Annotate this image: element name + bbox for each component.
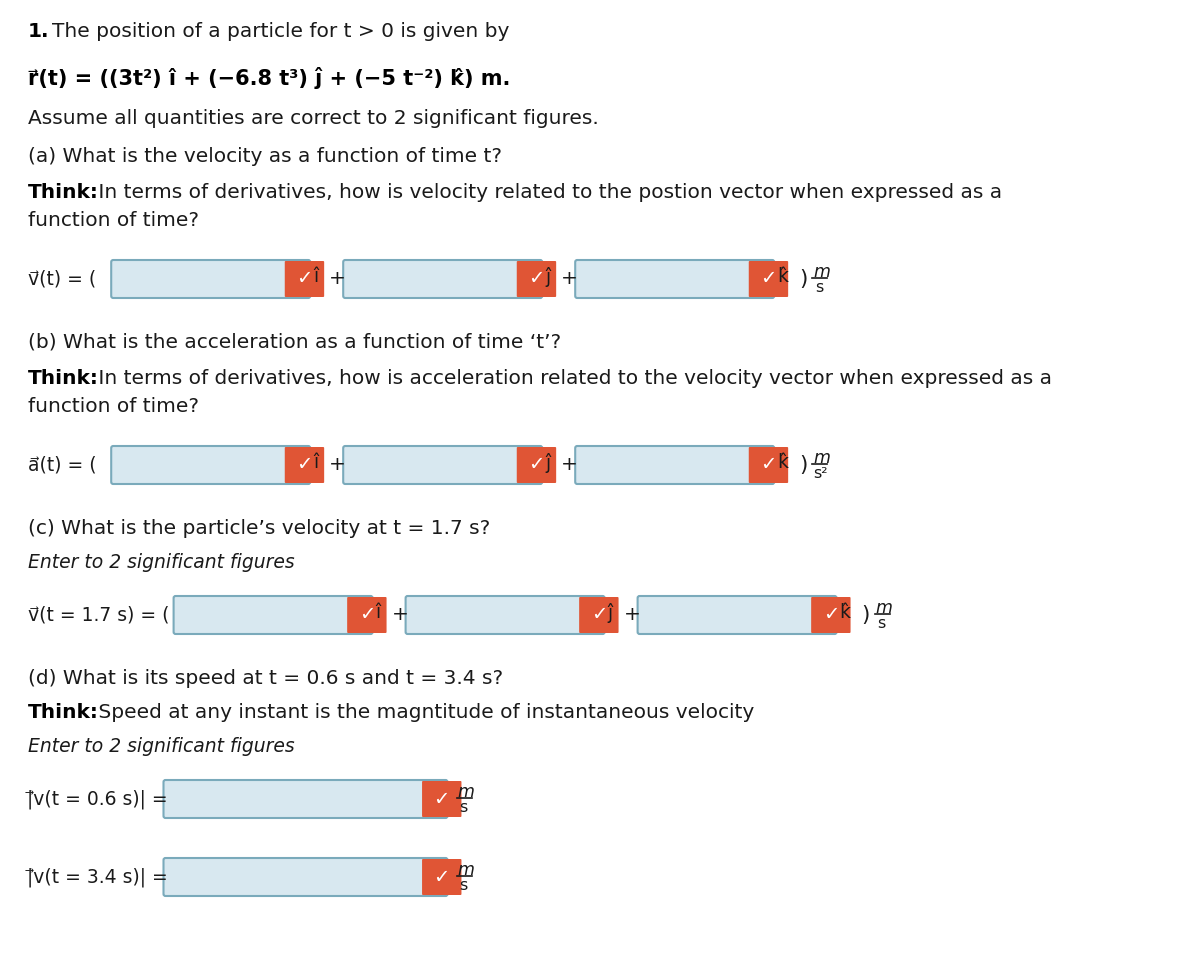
Text: ✓: ✓ xyxy=(433,867,450,886)
Text: +: + xyxy=(562,269,578,289)
Text: In terms of derivatives, how is acceleration related to the velocity vector when: In terms of derivatives, how is accelera… xyxy=(92,369,1052,388)
Text: î: î xyxy=(313,267,318,287)
FancyBboxPatch shape xyxy=(637,596,836,634)
Text: î: î xyxy=(376,604,380,622)
Text: function of time?: function of time? xyxy=(28,211,199,230)
Text: ĵ: ĵ xyxy=(545,453,551,473)
Text: +: + xyxy=(624,606,641,624)
Text: ✓: ✓ xyxy=(590,606,607,624)
FancyBboxPatch shape xyxy=(343,260,542,298)
Text: (a) What is the velocity as a function of time t?: (a) What is the velocity as a function o… xyxy=(28,147,502,166)
FancyBboxPatch shape xyxy=(517,261,556,297)
Text: ): ) xyxy=(799,455,808,475)
Text: ✓: ✓ xyxy=(433,789,450,809)
Text: ): ) xyxy=(799,269,808,289)
Text: +: + xyxy=(562,456,578,474)
Text: ✓: ✓ xyxy=(296,269,313,289)
Text: In terms of derivatives, how is velocity related to the postion vector when expr: In terms of derivatives, how is velocity… xyxy=(92,183,1002,202)
FancyBboxPatch shape xyxy=(406,596,605,634)
FancyBboxPatch shape xyxy=(517,447,556,483)
Text: a⃗(t) = (: a⃗(t) = ( xyxy=(28,456,97,474)
Text: Think:: Think: xyxy=(28,703,98,722)
Text: (c) What is the particle’s velocity at t = 1.7 s?: (c) What is the particle’s velocity at t… xyxy=(28,519,491,538)
Text: m: m xyxy=(457,861,474,879)
Text: +: + xyxy=(329,269,346,289)
Text: |⃗v(t = 3.4 s)| =: |⃗v(t = 3.4 s)| = xyxy=(28,867,169,886)
Text: ): ) xyxy=(862,605,870,625)
Text: î: î xyxy=(313,454,318,472)
Text: ✓: ✓ xyxy=(761,269,776,289)
Text: s²: s² xyxy=(814,466,828,480)
Text: function of time?: function of time? xyxy=(28,397,199,416)
Text: k̂: k̂ xyxy=(778,267,788,287)
Text: ĵ: ĵ xyxy=(545,267,551,287)
Text: Think:: Think: xyxy=(28,183,98,202)
Text: The position of a particle for t > 0 is given by: The position of a particle for t > 0 is … xyxy=(52,22,509,41)
Text: m: m xyxy=(814,263,830,281)
Text: r⃗(t) = ((3t²) î + (−6.8 t³) ĵ + (−5 t⁻²) k̂) m.: r⃗(t) = ((3t²) î + (−6.8 t³) ĵ + (−5 t⁻²… xyxy=(28,67,510,89)
Text: m: m xyxy=(814,449,830,467)
Text: (b) What is the acceleration as a function of time ‘t’?: (b) What is the acceleration as a functi… xyxy=(28,333,562,352)
FancyBboxPatch shape xyxy=(112,260,310,298)
Text: 1.: 1. xyxy=(28,22,49,41)
Text: s: s xyxy=(815,280,823,295)
Text: ✓: ✓ xyxy=(359,606,376,624)
Text: ✓: ✓ xyxy=(528,456,545,474)
Text: k̂: k̂ xyxy=(840,604,851,622)
Text: s: s xyxy=(460,878,468,892)
FancyBboxPatch shape xyxy=(112,446,310,484)
Text: ✓: ✓ xyxy=(823,606,839,624)
FancyBboxPatch shape xyxy=(575,446,774,484)
Text: v⃗(t) = (: v⃗(t) = ( xyxy=(28,269,96,289)
FancyBboxPatch shape xyxy=(422,859,462,895)
Text: Speed at any instant is the magntitude of instantaneous velocity: Speed at any instant is the magntitude o… xyxy=(92,703,755,722)
Text: s: s xyxy=(877,615,886,631)
Text: m: m xyxy=(457,783,474,801)
Text: |⃗v(t = 0.6 s)| =: |⃗v(t = 0.6 s)| = xyxy=(28,789,169,809)
Text: Enter to 2 significant figures: Enter to 2 significant figures xyxy=(28,737,295,756)
FancyBboxPatch shape xyxy=(284,261,324,297)
Text: Assume all quantities are correct to 2 significant figures.: Assume all quantities are correct to 2 s… xyxy=(28,109,599,128)
Text: s: s xyxy=(460,800,468,815)
FancyBboxPatch shape xyxy=(163,780,448,818)
FancyBboxPatch shape xyxy=(284,447,324,483)
Text: Enter to 2 significant figures: Enter to 2 significant figures xyxy=(28,553,295,572)
Text: +: + xyxy=(391,606,408,624)
Text: ĵ: ĵ xyxy=(607,603,613,623)
FancyBboxPatch shape xyxy=(749,261,788,297)
FancyBboxPatch shape xyxy=(343,446,542,484)
Text: (d) What is its speed at t = 0.6 s and t = 3.4 s?: (d) What is its speed at t = 0.6 s and t… xyxy=(28,669,503,688)
FancyBboxPatch shape xyxy=(575,260,774,298)
Text: m: m xyxy=(876,599,893,617)
Text: k̂: k̂ xyxy=(778,454,788,472)
Text: +: + xyxy=(329,456,346,474)
FancyBboxPatch shape xyxy=(811,597,851,633)
FancyBboxPatch shape xyxy=(749,447,788,483)
Text: ✓: ✓ xyxy=(761,456,776,474)
Text: v⃗(t = 1.7 s) = (: v⃗(t = 1.7 s) = ( xyxy=(28,606,169,624)
FancyBboxPatch shape xyxy=(580,597,618,633)
FancyBboxPatch shape xyxy=(174,596,373,634)
FancyBboxPatch shape xyxy=(422,781,462,817)
FancyBboxPatch shape xyxy=(347,597,386,633)
Text: ✓: ✓ xyxy=(296,456,313,474)
FancyBboxPatch shape xyxy=(163,858,448,896)
Text: ✓: ✓ xyxy=(528,269,545,289)
Text: Think:: Think: xyxy=(28,369,98,388)
